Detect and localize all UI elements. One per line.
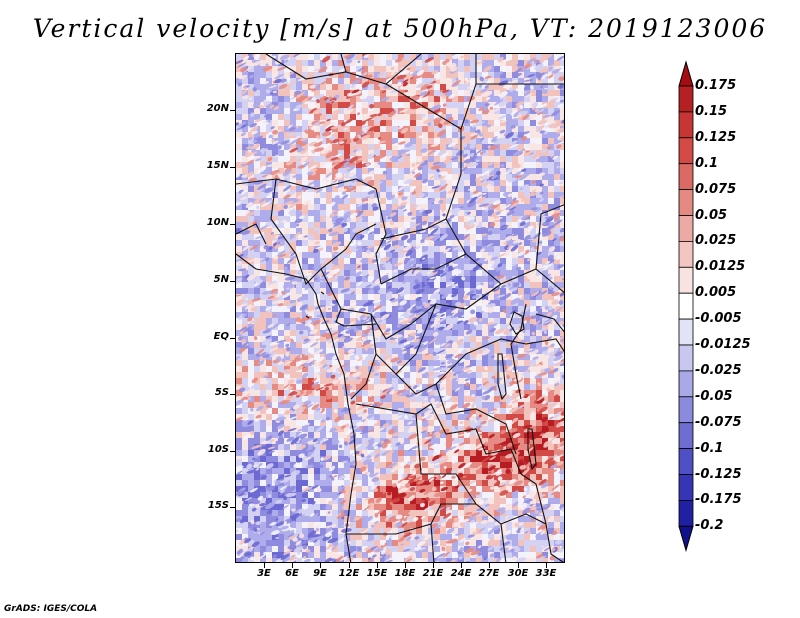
colorbar-swatch [678,215,694,242]
longitude-label: 27E [478,568,500,579]
longitude-label: 9E [313,568,327,579]
colorbar-label: -0.1 [695,440,724,456]
longitude-tick [433,563,434,568]
longitude-label: 3E [257,568,271,579]
latitude-tick [230,167,235,168]
colorbar-swatch [678,422,694,450]
longitude-label: 33E [535,568,557,579]
vertical-velocity-field [236,54,564,562]
longitude-tick [405,563,406,568]
country-borders [236,54,564,562]
colorbar-swatch [678,85,694,113]
colorbar-label: -0.075 [695,414,742,430]
colorbar-label: 0.005 [695,285,737,301]
colorbar-swatch [678,499,694,527]
latitude-label: 10S [207,444,229,455]
colorbar-bottom-arrow [678,525,694,553]
colorbar-swatch [678,137,694,165]
colorbar-swatch [678,266,694,294]
longitude-label: 18E [394,568,416,579]
colorbar-label: 0.075 [695,181,737,197]
colorbar-label: 0.1 [695,155,719,171]
longitude-tick [546,563,547,568]
latitude-tick [230,451,235,452]
longitude-tick [320,563,321,568]
lake-outline [527,428,537,471]
longitude-label: 30E [507,568,529,579]
colorbar-label: -0.0125 [695,337,751,352]
latitude-label: EQ [213,331,229,342]
map-plot[interactable] [235,53,565,563]
longitude-tick [292,563,293,568]
longitude-tick [264,563,265,568]
latitude-label: 10N [206,217,229,228]
longitude-label: 24E [450,568,472,579]
colorbar-label: 0.125 [695,129,737,145]
longitude-tick [518,563,519,568]
colorbar-swatch [678,163,694,190]
longitude-tick [377,563,378,568]
colorbar-label: -0.005 [695,311,742,327]
grads-credit: GrADS: IGES/COLA [4,604,98,614]
latitude-tick [230,110,235,111]
latitude-tick [230,281,235,282]
longitude-tick [349,563,350,568]
colorbar-label: 0.175 [695,78,737,93]
latitude-tick [230,507,235,508]
colorbar [678,60,694,553]
longitude-label: 21E [422,568,444,579]
longitude-label: 15E [366,568,388,579]
latitude-label: 15S [207,500,229,511]
latitude-label: 15N [206,160,229,171]
latitude-tick [230,338,235,339]
latitude-label: 20N [206,103,229,114]
latitude-label: 5S [214,387,229,398]
longitude-tick [461,563,462,568]
colorbar-label: -0.125 [695,466,742,482]
latitude-tick [230,394,235,395]
colorbar-label: 0.15 [695,103,728,119]
colorbar-label: -0.175 [695,492,742,508]
colorbar-swatch [678,370,694,398]
chart-title: Vertical velocity [m/s] at 500hPa, VT: 2… [32,14,768,43]
lake-outline [509,311,525,335]
colorbar-swatch [678,189,694,216]
latitude-label: 5N [213,274,229,285]
colorbar-top-arrow [678,60,694,87]
colorbar-label: -0.05 [695,388,733,404]
longitude-label: 12E [338,568,360,579]
colorbar-swatch [678,111,694,139]
latitude-tick [230,224,235,225]
colorbar-swatch [678,344,694,372]
colorbar-label: 0.05 [695,207,728,223]
colorbar-swatch [678,318,694,346]
colorbar-swatch [678,396,694,424]
colorbar-label: -0.2 [695,518,724,534]
colorbar-label: 0.025 [695,233,737,249]
colorbar-swatch [678,448,694,475]
colorbar-label: 0.0125 [695,259,746,275]
colorbar-label: -0.025 [695,362,742,378]
lake-outline [497,353,507,401]
colorbar-swatch [678,292,694,320]
colorbar-swatch [678,240,694,268]
colorbar-swatch [678,474,694,501]
longitude-label: 6E [285,568,299,579]
longitude-tick [489,563,490,568]
